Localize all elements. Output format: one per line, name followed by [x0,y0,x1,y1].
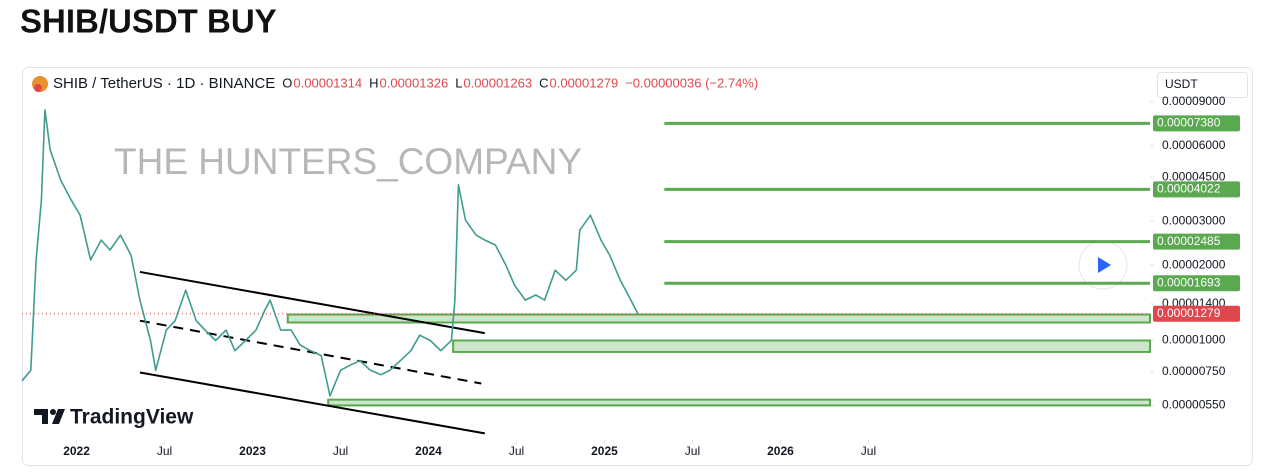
zone [327,398,1151,407]
target-label: 0.00007380 [1157,116,1221,130]
target-label: 0.00002485 [1157,234,1221,248]
symbol-icon-dot [34,84,42,92]
watermark: THE HUNTERS_COMPANY [114,141,582,182]
header-text: C [539,75,548,90]
y-tick-label: 0.00000750 [1162,364,1226,378]
header-text: 0.00001279 [550,75,619,90]
trendline [139,371,485,435]
currency[interactable]: USDT [1165,77,1198,91]
x-tick-label: 2023 [239,444,266,458]
zone [286,313,1152,324]
y-tick-label: 0.00006000 [1162,138,1226,152]
last-price-label: 0.00001279 [1157,306,1221,320]
x-tick-label: Jul [685,444,700,458]
header-text: L [455,75,462,90]
header-text: −0.00000036 (−2.74%) [625,75,758,90]
x-tick-label: Jul [861,444,876,458]
target-box [1153,233,1240,250]
x-tick-label: 2025 [591,444,618,458]
x-tick-label: 2022 [63,444,90,458]
zone [452,339,1151,353]
y-tick-label: 0.00002000 [1162,257,1226,271]
header-text: 0.00001263 [463,75,532,90]
y-tick-label: 0.00009000 [1162,94,1226,108]
header: SHIB / TetherUS · 1D · BINANCE O 0.0000131… [53,75,758,92]
chart-frame [22,67,1253,466]
currency-box[interactable] [1157,72,1248,98]
y-tick-label: 0.00000550 [1162,398,1226,412]
brand: TradingView [70,406,194,429]
header-text: SHIB / TetherUS · 1D · BINANCE [53,75,275,92]
play-icon[interactable] [1098,257,1111,273]
trendline [139,319,482,385]
y-tick-label: 0.00003000 [1162,213,1226,227]
target-box [1153,181,1240,198]
header-text: O [282,75,292,90]
x-tick-label: Jul [509,444,524,458]
x-tick-label: 2026 [767,444,794,458]
header-text: 0.00001326 [380,75,449,90]
last-price-box [1153,305,1240,322]
target-label: 0.00001693 [1157,275,1221,289]
target-label: 0.00004022 [1157,182,1221,196]
brand-logo [34,409,65,424]
x-tick-label: 2024 [415,444,442,458]
price-line [21,109,639,397]
x-tick-label: Jul [333,444,348,458]
header-text: 0.00001314 [293,75,362,90]
target-box [1153,275,1240,292]
trendline [139,270,485,335]
brand-icon [34,409,65,424]
target-box [1153,115,1240,132]
y-tick-label: 0.00001000 [1162,333,1226,347]
brand-icon-dot [50,409,56,415]
y-tick-label: 0.00004500 [1162,169,1226,183]
header-text: H [369,75,378,90]
page-title: SHIB/USDT BUY [20,3,277,40]
x-tick-label: Jul [157,444,172,458]
